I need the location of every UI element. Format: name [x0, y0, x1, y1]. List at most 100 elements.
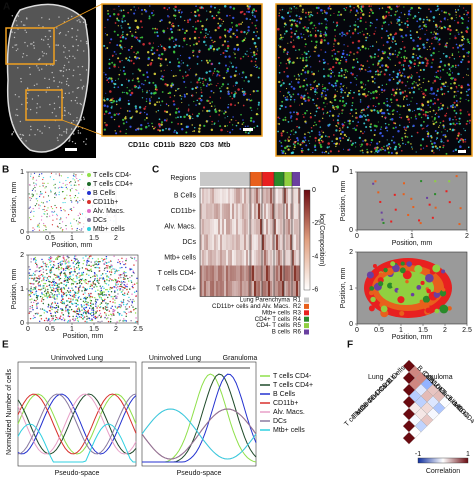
cell-signal: [442, 146, 445, 149]
cell-signal: [357, 25, 360, 28]
cell-signal: [434, 121, 437, 124]
cell-dot: [85, 306, 88, 309]
cell-dot: [54, 312, 57, 314]
cell-signal: [290, 41, 293, 44]
cell-signal: [342, 137, 345, 139]
cell-dot: [102, 273, 104, 275]
cell-dot: [54, 301, 56, 303]
cell-dot: [123, 284, 125, 286]
cell-signal: [426, 125, 428, 128]
cell-dot: [102, 299, 104, 302]
cell-signal: [301, 53, 303, 56]
cell-signal: [381, 84, 383, 86]
cell-signal: [119, 52, 122, 55]
cell-signal: [254, 60, 257, 63]
cell-signal: [299, 57, 302, 59]
cell-dot: [56, 302, 59, 305]
cell-dot: [48, 199, 51, 202]
cell-signal: [340, 13, 343, 16]
cell-dot: [68, 260, 70, 262]
cell-signal: [307, 50, 310, 53]
cell-signal: [164, 58, 168, 61]
cell-signal: [161, 121, 164, 124]
cell-dot: [36, 200, 39, 202]
cell-signal: [168, 7, 171, 9]
cell-signal: [249, 18, 251, 21]
tissue-dot: [36, 83, 38, 85]
heat-cell: [294, 188, 297, 204]
cell-dot: [61, 260, 63, 262]
tissue-dot: [19, 133, 21, 136]
cell-signal: [454, 116, 456, 118]
cell-dot: [29, 199, 31, 201]
cell-signal: [277, 130, 280, 133]
tissue-dot: [58, 33, 61, 35]
cell-signal: [465, 141, 467, 143]
cell-dot: [77, 290, 79, 293]
cell-dot: [40, 273, 43, 276]
cell-signal: [110, 38, 113, 41]
heat-cell: [266, 203, 269, 219]
cell-signal: [363, 92, 366, 96]
heat-cell: [254, 250, 257, 266]
cell-signal: [415, 117, 418, 120]
cell-dot: [62, 291, 64, 294]
cell-signal: [406, 104, 408, 106]
cell-dot: [54, 307, 57, 309]
heat-cell: [270, 250, 273, 266]
cell-dot: [52, 219, 54, 221]
cell-signal: [209, 46, 212, 50]
tissue-dot: [65, 34, 67, 36]
cell-dot: [60, 301, 62, 304]
cell-signal: [340, 95, 342, 97]
cell-signal: [444, 19, 446, 21]
cell-signal: [446, 139, 449, 142]
y-axis-label: Normalized Number of cells: [6, 369, 13, 455]
cell-signal: [338, 143, 341, 145]
cell-signal: [318, 131, 321, 133]
cell-dot: [53, 184, 55, 186]
cell-signal: [116, 18, 119, 21]
cell-dot: [73, 293, 75, 296]
cell-signal: [349, 51, 352, 54]
cell-signal: [169, 113, 172, 116]
heat-cell: [284, 219, 287, 235]
cell-signal: [320, 38, 323, 41]
cell-signal: [326, 146, 329, 149]
cell-dot: [77, 197, 79, 199]
cell-signal: [221, 83, 225, 86]
cell-signal: [119, 40, 123, 43]
granuloma-region: [378, 271, 434, 305]
cell-signal: [219, 87, 221, 90]
cell-signal: [177, 24, 180, 27]
cell-signal: [331, 50, 333, 52]
cell-signal: [221, 110, 223, 112]
cell-signal: [439, 61, 442, 64]
cell-signal: [359, 49, 362, 51]
cell-signal: [118, 125, 121, 128]
cell-dot: [128, 306, 131, 308]
heat-cell: [282, 188, 285, 204]
cell-dot: [89, 313, 92, 315]
cell-signal: [314, 94, 316, 96]
cell-signal: [453, 101, 456, 104]
cell-dot: [53, 295, 55, 298]
cell-dot: [70, 308, 73, 311]
cell-signal: [452, 119, 454, 121]
cell-dot: [123, 278, 125, 281]
cell-dot: [116, 296, 118, 298]
cell-signal: [286, 75, 289, 78]
tissue-dot: [58, 125, 60, 127]
row-label: B Cells: [174, 193, 197, 200]
cell-signal: [456, 46, 460, 49]
cell-dot: [43, 279, 45, 281]
cell-dot: [76, 273, 79, 275]
cell-dot: [94, 263, 96, 265]
tissue-dot: [17, 14, 19, 16]
cell-dot: [83, 308, 86, 311]
cell-signal: [243, 90, 246, 93]
region-swatch: [304, 297, 309, 303]
cell-signal: [295, 7, 298, 10]
cell-signal: [372, 80, 374, 82]
cell-dot: [108, 294, 111, 296]
